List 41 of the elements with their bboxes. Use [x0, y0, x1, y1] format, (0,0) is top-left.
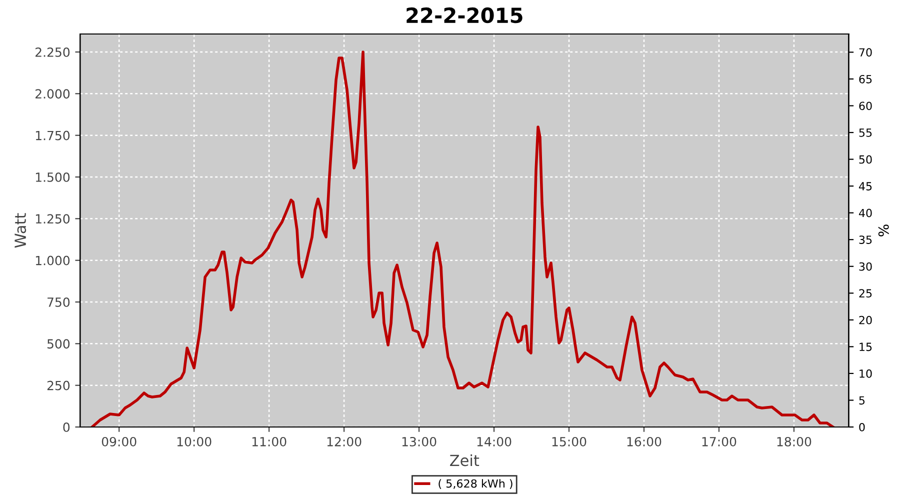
y-tick-label: 1.750 — [36, 130, 70, 140]
y2-tick-label: 50 — [859, 155, 872, 164]
x-tick-label: 11:00 — [252, 436, 286, 446]
y-tick-label: 500 — [47, 339, 70, 349]
y2-tick-label: 55 — [859, 128, 872, 137]
x-tick-label: 14:00 — [477, 436, 512, 446]
y-tick-label: 1.500 — [36, 172, 70, 182]
x-axis-title: Zeit — [450, 454, 480, 466]
y-axis-title: Watt — [14, 213, 26, 248]
x-tick-label: 09:00 — [102, 436, 136, 446]
y-tick-label: 2.000 — [36, 89, 70, 99]
y-tick-label: 1.250 — [36, 214, 70, 224]
y2-tick-label: 60 — [859, 102, 872, 110]
y2-tick-label: 35 — [859, 236, 872, 244]
y2-tick-label: 10 — [860, 369, 872, 378]
y-tick-label: 750 — [48, 297, 70, 307]
y2-tick-label: 30 — [859, 262, 872, 271]
y-tick-label: 1.000 — [36, 256, 70, 266]
y2-tick-label: 40 — [858, 208, 872, 218]
y2-axis-title: % — [878, 224, 889, 236]
x-tick-label: 16:00 — [627, 436, 662, 446]
x-tick-label: 15:00 — [552, 436, 586, 446]
legend-label: ( 5,628 kWh ) — [438, 479, 512, 490]
x-tick-label: 12:00 — [327, 436, 362, 446]
y2-tick-label: 45 — [858, 182, 872, 190]
x-tick-label: 18:00 — [777, 436, 812, 446]
x-tick-label: 10:00 — [177, 436, 212, 446]
y2-tick-label: 70 — [859, 48, 872, 57]
x-tick-label: 13:00 — [402, 436, 436, 446]
y2-tick-label: 15 — [860, 342, 872, 352]
y-tick-label: 250 — [47, 380, 70, 390]
y2-tick-label: 0 — [859, 422, 865, 432]
y2-tick-label: 5 — [859, 396, 865, 405]
chart-title: 22-2-2015 — [406, 7, 522, 24]
line-series — [90, 50, 834, 427]
y-tick-label: 0 — [63, 422, 70, 432]
y2-tick-label: 25 — [859, 289, 872, 298]
y-tick-label: 2.250 — [36, 47, 70, 57]
y2-tick-label: 65 — [859, 74, 872, 84]
y2-tick-label: 20 — [859, 316, 872, 324]
x-tick-label: 17:00 — [702, 436, 736, 446]
